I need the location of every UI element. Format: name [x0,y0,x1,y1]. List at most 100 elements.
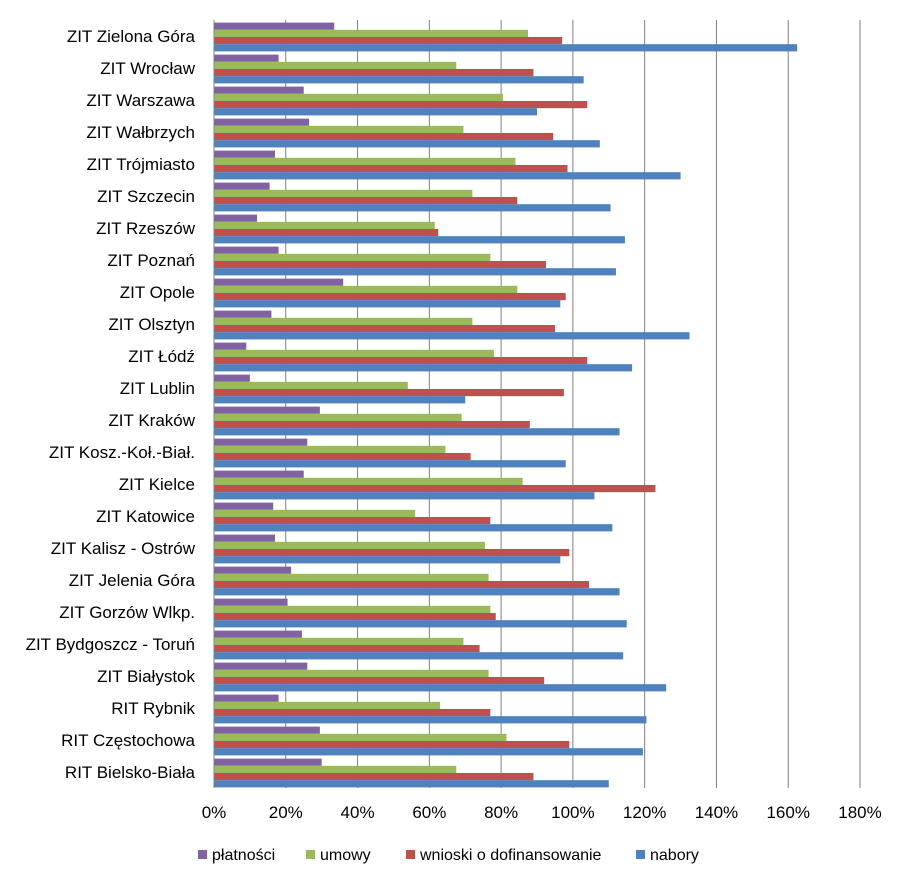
bar-umowy [214,93,503,101]
category-label: ZIT Bydgoszcz - Toruń [26,635,195,654]
x-tick-label: 40% [341,803,375,822]
bar-umowy [214,733,507,741]
category-label: ZIT Wałbrzych [86,123,195,142]
bar-nabory [214,396,466,404]
bar-nabory [214,428,620,436]
x-tick-label: 120% [623,803,666,822]
bar-płatności [214,534,276,542]
bar-nabory [214,300,561,308]
bar-wnioski-o-dofinansowanie [214,421,530,429]
bar-płatności [214,598,288,606]
bar-płatności [214,342,247,350]
x-tick-label: 180% [838,803,881,822]
bar-wnioski-o-dofinansowanie [214,613,496,621]
category-label: ZIT Kalisz - Ostrów [51,539,196,558]
bar-wnioski-o-dofinansowanie [214,261,546,269]
bar-płatności [214,182,270,190]
bar-nabory [214,364,633,372]
bar-płatności [214,278,344,286]
bar-umowy [214,477,523,485]
legend-label: nabory [650,847,699,864]
bar-nabory [214,140,600,148]
category-label: ZIT Poznań [107,251,195,270]
bar-płatności [214,22,335,30]
bar-nabory [214,556,561,564]
category-label: ZIT Katowice [96,507,195,526]
bar-płatności [214,246,279,254]
bar-płatności [214,86,304,94]
bar-płatności [214,758,322,766]
category-label: ZIT Kraków [108,411,195,430]
legend: płatności umowy wnioski o dofinansowanie na… [198,847,699,864]
category-label: ZIT Warszawa [86,91,195,110]
legend-swatch [306,850,315,859]
category-label: RIT Bielsko-Biała [65,763,196,782]
bar-nabory [214,524,613,532]
bar-płatności [214,502,274,510]
bars [214,22,798,788]
category-label: ZIT Białystok [97,667,195,686]
bar-płatności [214,214,258,222]
bar-nabory [214,108,537,116]
category-label: ZIT Lublin [120,379,195,398]
category-label: ZIT Opole [120,283,195,302]
bar-wnioski-o-dofinansowanie [214,197,518,205]
x-tick-label: 100% [551,803,594,822]
bar-wnioski-o-dofinansowanie [214,229,439,237]
bar-wnioski-o-dofinansowanie [214,773,534,781]
bar-umowy [214,157,516,165]
category-label: ZIT Rzeszów [96,219,196,238]
bar-nabory [214,492,595,500]
bar-nabory [214,716,647,724]
bar-wnioski-o-dofinansowanie [214,357,588,365]
bar-nabory [214,620,627,628]
bar-wnioski-o-dofinansowanie [214,101,588,109]
bar-nabory [214,44,798,52]
bar-umowy [214,445,446,453]
bar-umowy [214,61,457,69]
bar-nabory [214,588,620,596]
category-label: ZIT Szczecin [97,187,195,206]
bar-umowy [214,701,441,709]
bar-płatności [214,150,276,158]
bar-umowy [214,285,518,293]
bar-wnioski-o-dofinansowanie [214,581,590,589]
bar-umowy [214,509,415,517]
bar-wnioski-o-dofinansowanie [214,549,570,557]
bar-płatności [214,726,320,734]
bar-płatności [214,310,272,318]
legend-swatch [406,850,415,859]
bar-nabory [214,172,681,180]
bar-umowy [214,381,408,389]
bar-wnioski-o-dofinansowanie [214,69,534,77]
bar-umowy [214,349,494,357]
bar-wnioski-o-dofinansowanie [214,325,555,333]
bar-wnioski-o-dofinansowanie [214,453,471,461]
bar-wnioski-o-dofinansowanie [214,741,570,749]
bar-umowy [214,669,489,677]
bar-umowy [214,125,464,133]
bar-wnioski-o-dofinansowanie [214,133,554,141]
bar-umowy [214,317,473,325]
category-labels: ZIT Zielona Góra ZIT Wrocław ZIT Warszawa Z… [26,27,196,782]
bar-nabory [214,268,616,276]
bar-nabory [214,780,609,788]
bar-umowy [214,765,457,773]
gridlines [285,20,861,788]
bar-nabory [214,652,624,660]
bar-wnioski-o-dofinansowanie [214,677,545,685]
x-tick-label: 80% [484,803,518,822]
bar-płatności [214,118,310,126]
bar-płatności [214,54,279,62]
category-label: ZIT Kosz.-Koł.-Biał. [49,443,195,462]
x-tick-label: 60% [412,803,446,822]
bar-płatności [214,438,308,446]
x-tick-label: 140% [695,803,738,822]
bar-umowy [214,253,491,261]
category-label: ZIT Jelenia Góra [69,571,196,590]
category-label: RIT Częstochowa [61,731,195,750]
bar-umowy [214,29,529,37]
bar-płatności [214,374,250,382]
bar-nabory [214,76,584,84]
